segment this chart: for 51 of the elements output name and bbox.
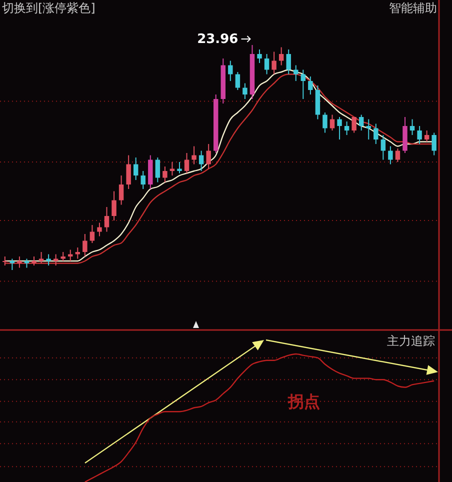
candlestick bbox=[46, 254, 51, 266]
candlestick bbox=[294, 64, 298, 82]
candlestick bbox=[395, 148, 400, 162]
candlestick bbox=[374, 123, 378, 144]
candlestick bbox=[206, 144, 211, 170]
candlestick bbox=[118, 175, 124, 206]
candlestick bbox=[308, 76, 313, 95]
candlestick bbox=[112, 190, 116, 221]
candlestick bbox=[133, 157, 138, 180]
candlestick bbox=[97, 222, 102, 237]
candlestick bbox=[344, 121, 350, 136]
candlestick bbox=[322, 112, 328, 134]
candlestick bbox=[242, 82, 248, 100]
candlestick bbox=[272, 51, 276, 75]
candlestick bbox=[410, 118, 415, 136]
text: 主力追踪 bbox=[387, 334, 435, 348]
candlestick bbox=[126, 154, 131, 190]
candlestick bbox=[417, 126, 422, 144]
candlestick bbox=[82, 234, 88, 257]
candlestick bbox=[278, 46, 284, 66]
candlestick bbox=[75, 247, 80, 260]
candlestick bbox=[264, 54, 270, 75]
candlestick bbox=[228, 60, 233, 82]
candlestick bbox=[10, 258, 15, 270]
candlestick bbox=[192, 146, 196, 165]
candlestick bbox=[198, 150, 204, 172]
annotation: 23.96 bbox=[197, 32, 238, 47]
candlestick bbox=[286, 49, 291, 75]
candlestick bbox=[352, 116, 356, 134]
text: 智能辅助 bbox=[389, 1, 437, 15]
annotation: 拐点 bbox=[287, 392, 320, 411]
candlestick bbox=[366, 118, 371, 140]
candlestick bbox=[235, 72, 240, 90]
candlestick bbox=[300, 69, 306, 100]
candlestick bbox=[162, 166, 168, 183]
candlestick bbox=[424, 130, 430, 142]
candlestick bbox=[388, 146, 393, 165]
candlestick bbox=[380, 134, 386, 160]
candlestick bbox=[358, 114, 364, 131]
candlestick bbox=[184, 152, 190, 174]
candlestick bbox=[337, 116, 342, 140]
candlestick bbox=[257, 49, 262, 64]
candlestick bbox=[140, 170, 146, 190]
candlestick bbox=[155, 157, 160, 183]
candlestick bbox=[177, 162, 182, 174]
candlestick bbox=[104, 206, 110, 232]
candlestick bbox=[432, 132, 436, 156]
candlestick bbox=[17, 256, 22, 268]
candlestick bbox=[330, 114, 335, 131]
text: 切换到[涨停紫色] bbox=[2, 1, 96, 15]
candlestick bbox=[90, 224, 95, 244]
